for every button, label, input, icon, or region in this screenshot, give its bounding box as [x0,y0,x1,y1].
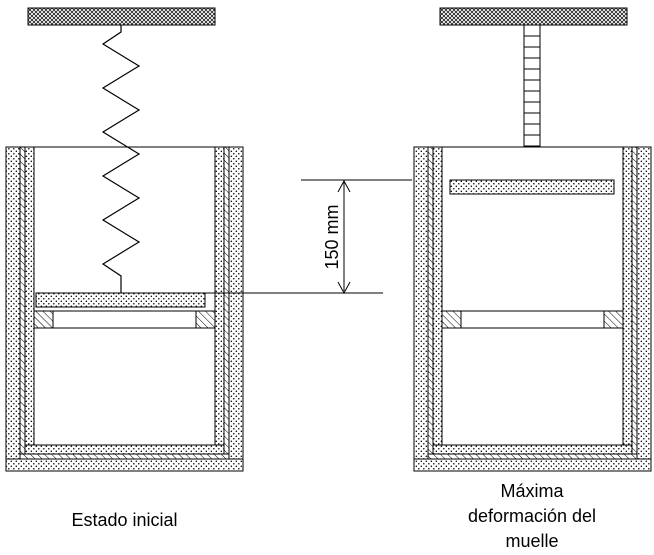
initial-state-caption: Estado inicial [71,510,178,530]
right-stop-ring [441,310,624,329]
dimension-150mm [205,179,412,295]
right-cylinder [413,146,652,472]
max-deformation-caption: Máxima deformación del muelle [432,479,632,554]
right-ceiling-support [439,7,628,26]
max-deformation-caption-line-2: deformación del [467,506,597,526]
left-stop-ring [33,310,216,329]
right-compressed-spring [523,24,541,181]
lower-arrow [337,281,351,295]
max-deformation-caption-line-3: muelle [505,531,559,551]
dimension-label: 150 mm [322,204,342,269]
left-cylinder [5,146,244,472]
right-plate [449,179,615,195]
max-deformation-assembly [413,7,652,472]
initial-state-assembly [5,7,244,472]
max-deformation-caption-line-1: Máxima [500,481,564,501]
left-ceiling-support [27,7,216,26]
left-plate [35,292,206,308]
upper-arrow [337,179,351,193]
left-spring [101,25,141,293]
